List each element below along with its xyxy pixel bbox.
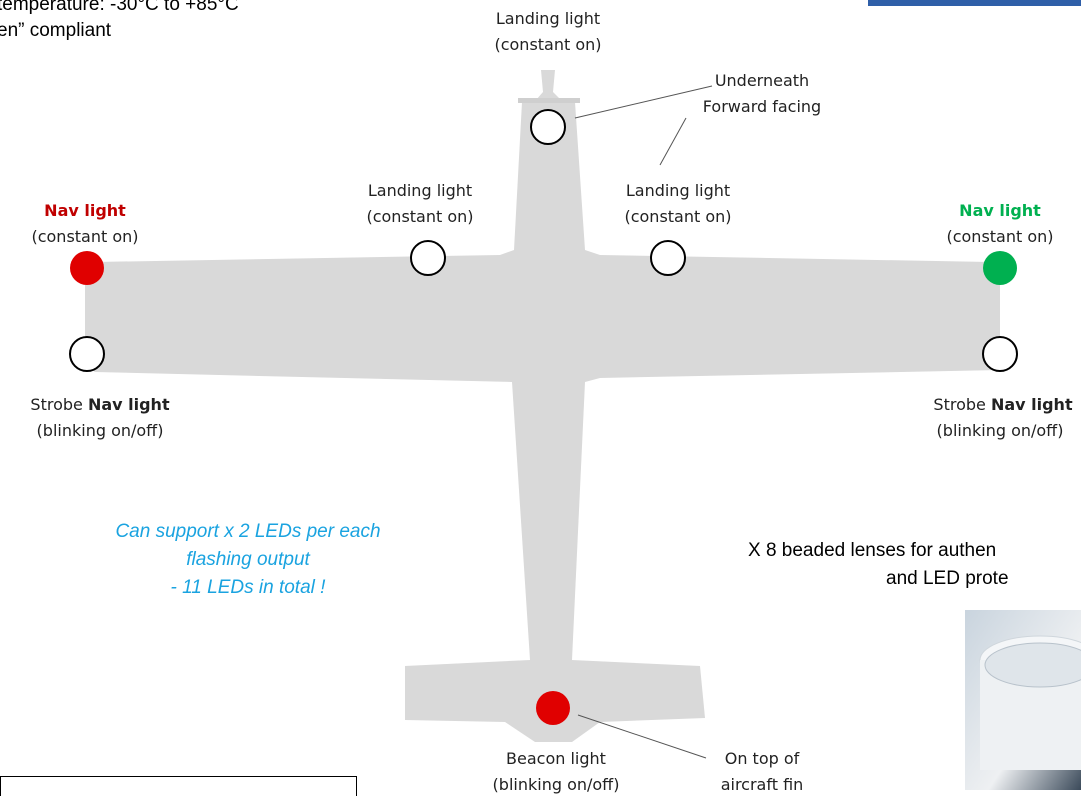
label: Landing light: [626, 181, 730, 200]
label: Beacon light: [506, 749, 606, 768]
lenses-text: X 8 beaded lenses for authen: [748, 540, 996, 561]
label: (constant on): [494, 35, 601, 54]
lenses-text: and LED prote: [886, 568, 1009, 589]
note: Can support x 2 LEDs per each: [115, 521, 380, 542]
aircraft-silhouette: [85, 70, 1000, 742]
led-green: [983, 251, 1017, 285]
led-beacon: [536, 691, 570, 725]
led-red: [70, 251, 104, 285]
label: (constant on): [624, 207, 731, 226]
label-part: Strobe: [30, 395, 88, 414]
label-part: Nav light: [88, 395, 170, 414]
aircraft: [85, 70, 1000, 742]
header-line: en” compliant: [0, 20, 112, 41]
label: On top of: [725, 749, 800, 768]
image-edge: [868, 0, 1081, 6]
label-part: Nav light: [991, 395, 1073, 414]
box: [1, 777, 357, 796]
diagram: temperature: -30°C to +85°C en” complian…: [0, 0, 1081, 796]
header-line: temperature: -30°C to +85°C: [0, 0, 239, 15]
label: (constant on): [946, 227, 1053, 246]
label: Landing light: [368, 181, 472, 200]
label: (blinking on/off): [937, 421, 1064, 440]
label: (constant on): [366, 207, 473, 226]
label: Nav light: [44, 201, 126, 220]
label: Underneath: [715, 71, 809, 90]
leader-line: [575, 86, 712, 118]
led: [531, 110, 565, 144]
note: flashing output: [186, 549, 310, 570]
label: Nav light: [959, 201, 1041, 220]
led: [70, 337, 104, 371]
leader-line: [660, 118, 686, 165]
label: Forward facing: [703, 97, 821, 116]
led: [411, 241, 445, 275]
label: Landing light: [496, 9, 600, 28]
note: - 11 LEDs in total !: [171, 577, 327, 598]
label: Strobe Nav light: [933, 395, 1073, 414]
label-part: Strobe: [933, 395, 991, 414]
label: (blinking on/off): [37, 421, 164, 440]
lens-photo: [965, 610, 1081, 790]
label: (blinking on/off): [493, 775, 620, 794]
led: [983, 337, 1017, 371]
label: aircraft fin: [721, 775, 804, 794]
label: (constant on): [31, 227, 138, 246]
label: Strobe Nav light: [30, 395, 170, 414]
led: [651, 241, 685, 275]
propeller: [518, 98, 580, 103]
